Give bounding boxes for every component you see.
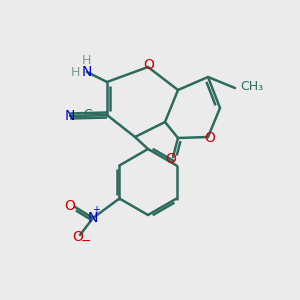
Text: H: H [70, 65, 80, 79]
Text: −: − [81, 235, 91, 248]
Text: CH₃: CH₃ [240, 80, 263, 92]
Text: C: C [84, 109, 92, 122]
Text: H: H [81, 55, 91, 68]
Text: O: O [64, 199, 75, 213]
Text: +: + [92, 205, 100, 215]
Text: O: O [73, 230, 83, 244]
Text: N: N [88, 211, 98, 225]
Text: N: N [65, 109, 75, 123]
Text: N: N [82, 65, 92, 79]
Text: O: O [166, 152, 176, 166]
Text: O: O [205, 131, 215, 145]
Text: O: O [144, 58, 154, 72]
